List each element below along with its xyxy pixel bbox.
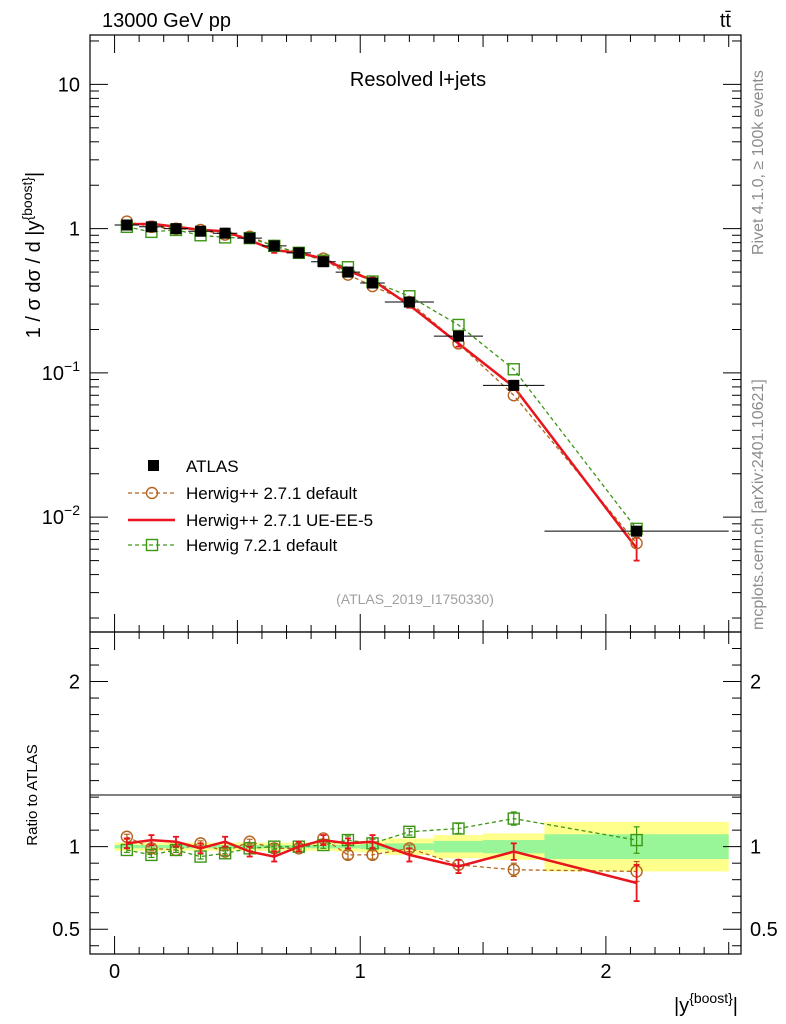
main-ytick-exp: −2 (64, 502, 80, 518)
legend-marker-herwig721-default (145, 538, 159, 552)
main-ytick-base: 1 (69, 219, 80, 241)
ratio-ue-ee-5-line (126, 838, 637, 885)
ratio-frame (89, 631, 742, 955)
atlas-point (293, 247, 305, 259)
herwig721-point (403, 825, 416, 839)
main-ytick-label: 10−2 (42, 502, 80, 529)
ratio-ytick-label-left: 1 (69, 837, 80, 859)
xlabel-text: |y{boost}| (674, 990, 738, 1017)
rivet-label: Rivet 4.1.0, ≥ 100k events (750, 70, 767, 255)
main-ytick-label: 10 (58, 74, 80, 96)
main-ytick-label: 1 (69, 219, 80, 241)
atlas-point (219, 227, 231, 239)
main-ylabel: 1 / σ dσ / d |y{boost}| (19, 172, 45, 339)
main-xlabel: |y{boost}| (674, 990, 738, 1017)
ratio-ticks: 0.5 0.5 1 1 2 2 0 1 2 (52, 632, 778, 983)
legend-label-ue-ee-5: Herwig++ 2.7.1 UE-EE-5 (186, 511, 373, 530)
herwig721-point (452, 822, 465, 835)
atlas-point (452, 330, 464, 342)
main-title: Resolved l+jets (350, 69, 486, 91)
ratio-ytick-label-right: 2 (750, 672, 761, 694)
atlas-point (145, 221, 157, 233)
herwig271-point (341, 848, 355, 862)
ratio-ytick-label-right: 0.5 (750, 919, 778, 941)
main-ytick-label: 10−1 (42, 358, 80, 385)
herwig271-point (366, 848, 379, 862)
main-ytick-base: 10 (42, 363, 64, 385)
legend-entry-herwig271-default: Herwig++ 2.7.1 default (128, 484, 357, 503)
legend-marker-atlas (148, 460, 159, 471)
ratio-herwig271-line (126, 836, 637, 873)
process-label: tt̄ (720, 10, 732, 32)
herwig721-point (630, 833, 643, 847)
legend-entry-ue-ee-5: Herwig++ 2.7.1 UE-EE-5 (128, 511, 373, 530)
atlas-point (195, 225, 207, 237)
xtick-label: 1 (355, 961, 366, 983)
mcplots-label: mcplots.cern.ch [arXiv:2401.10621] (750, 379, 767, 630)
legend-label-herwig721-default: Herwig 7.2.1 default (186, 536, 337, 555)
main-ylabel-sup: {boost} (19, 177, 35, 221)
atlas-point (244, 232, 256, 244)
energy-label: 13000 GeV pp (102, 10, 231, 32)
herwig721-point (507, 812, 520, 825)
herwig721-point (507, 363, 520, 376)
main-ytick-base: 10 (58, 74, 80, 96)
main-ylabel-text: 1 / σ dσ / d |y{boost}| (19, 172, 45, 339)
xlabel-sup: {boost} (689, 990, 733, 1006)
ratio-herwig721-line (126, 817, 637, 858)
main-ylabel-part1: 1 / σ dσ / d |y (23, 221, 45, 339)
atlas-point (403, 296, 415, 308)
main-ytick-base: 10 (42, 507, 64, 529)
main-series-layer (114, 215, 729, 562)
ratio-ytick-label-left: 2 (69, 672, 80, 694)
legend-label-herwig271-default: Herwig++ 2.7.1 default (186, 484, 357, 503)
atlas-point (342, 266, 354, 278)
atlas-point (170, 223, 182, 235)
herwig271-point (507, 389, 520, 402)
legend-entry-herwig721-default: Herwig 7.2.1 default (128, 536, 337, 555)
atlas-point (121, 219, 133, 231)
herwig271-point (507, 863, 520, 876)
herwig271-point (630, 537, 643, 550)
xtick-label: 2 (600, 961, 611, 983)
herwig721-point (452, 318, 465, 332)
xlabel-part2: | (733, 995, 738, 1017)
herwig721-point (218, 847, 232, 860)
herwig721-point (145, 848, 158, 862)
ratio-series-layer (120, 811, 643, 903)
legend-entry-atlas: ATLAS (148, 457, 239, 476)
atlas-point (508, 379, 520, 391)
atlas-point (317, 256, 329, 268)
legend-marker-herwig271-default (145, 486, 159, 500)
xlabel-part1: |y (674, 995, 689, 1017)
atlas-point (268, 240, 280, 252)
main-ytick-exp: −1 (64, 358, 80, 374)
ratio-ylabel: Ratio to ATLAS (24, 744, 41, 845)
atlas-point (631, 525, 643, 537)
ratio-panel: 0.5 0.5 1 1 2 2 0 1 2 Ratio to ATLAS |y{boost}| (24, 631, 778, 1017)
main-ylabel-part2: | (23, 172, 45, 177)
xtick-label: 0 (109, 961, 120, 983)
atlas-point (367, 277, 379, 289)
legend-label-atlas: ATLAS (186, 457, 239, 476)
ratio-ytick-label-left: 0.5 (52, 919, 80, 941)
reference-label: (ATLAS_2019_I1750330) (336, 591, 494, 607)
ratio-ytick-label-right: 1 (750, 837, 761, 859)
ratio-band-inner (433, 840, 484, 853)
legend: ATLAS Herwig++ 2.7.1 default Herwig++ 2.… (128, 457, 373, 555)
